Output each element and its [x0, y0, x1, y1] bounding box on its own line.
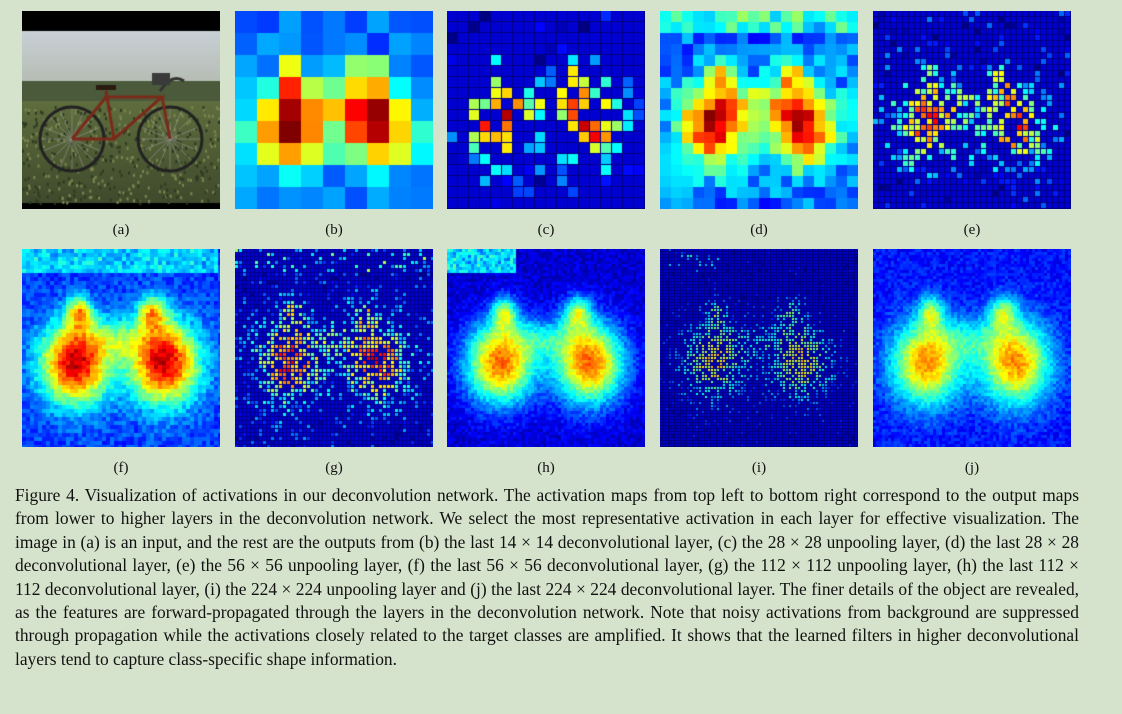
- panel-i-activation: [660, 249, 858, 447]
- panel-label-a: (a): [112, 222, 130, 238]
- caption-text: Visualization of activations in our deco…: [15, 485, 1079, 669]
- panel-label-b: (b): [325, 222, 343, 238]
- activation-map-h: [447, 249, 645, 447]
- panel-f-activation: [22, 249, 220, 447]
- panel-b-activation: [235, 11, 433, 209]
- activation-map-i: [660, 249, 858, 447]
- panel-h-activation: [447, 249, 645, 447]
- panel-j-activation: [873, 249, 1071, 447]
- activation-map-f: [22, 249, 220, 447]
- panel-label-e: (e): [963, 222, 981, 238]
- panel-label-j: (j): [964, 460, 980, 476]
- panel-label-g: (g): [325, 460, 343, 476]
- panel-label-d: (d): [750, 222, 768, 238]
- activation-map-e: [873, 11, 1071, 209]
- activation-map-g: [235, 249, 433, 447]
- panel-label-i: (i): [751, 460, 767, 476]
- panel-d-activation: [660, 11, 858, 209]
- panel-c-activation: [447, 11, 645, 209]
- activation-map-b: [235, 11, 433, 209]
- activation-map-d: [660, 11, 858, 209]
- activation-map-c: [447, 11, 645, 209]
- panel-label-f: (f): [113, 460, 129, 476]
- caption-prefix: Figure 4.: [15, 485, 80, 505]
- figure-grid: (a) (b) (c) (d) (e) (f) (g) (h) (i) (j): [22, 11, 1071, 476]
- bicycle-photo: [22, 11, 220, 209]
- panel-a-input-photo: [22, 11, 220, 209]
- panel-label-h: (h): [537, 460, 555, 476]
- panel-label-c: (c): [537, 222, 555, 238]
- activation-map-j: [873, 249, 1071, 447]
- panel-g-activation: [235, 249, 433, 447]
- panel-e-activation: [873, 11, 1071, 209]
- figure-caption: Figure 4. Visualization of activations i…: [15, 484, 1079, 671]
